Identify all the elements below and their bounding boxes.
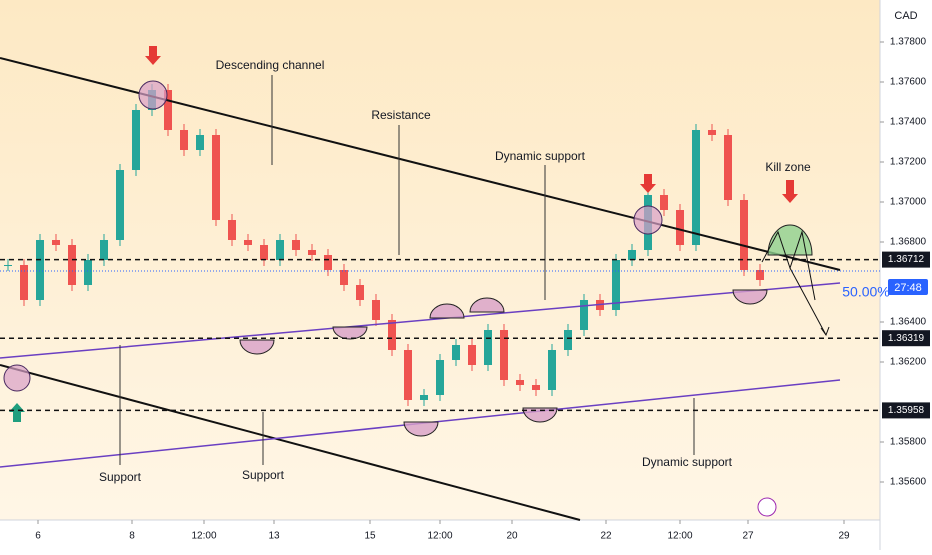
candle [484,330,492,365]
y-tick-label: 1.37400 [890,117,927,128]
x-tick-label: 12:00 [191,531,216,542]
fib-label: 50.00% [842,284,889,300]
highlight [633,205,663,235]
arrow-up [9,403,25,422]
projection [761,230,827,336]
candle [132,110,140,170]
y-tick-label: 1.35800 [890,437,927,448]
candle [628,250,636,260]
candle [356,285,364,300]
candle [452,345,460,360]
y-tick-label: 1.35600 [890,477,927,488]
x-tick-label: 27 [742,531,754,542]
candle [36,240,44,300]
level-box [882,251,930,268]
candle [116,170,124,240]
candle [388,320,396,350]
y-tick-label: 1.37600 [890,77,927,88]
y-tick-label: 1.37200 [890,157,927,168]
candle [4,265,12,266]
candle [468,345,476,365]
highlight [138,80,168,110]
level-label: 1.36712 [888,254,925,265]
candle [308,250,316,255]
annotation: Support [99,470,142,484]
candle [372,300,380,320]
time-axis [0,520,880,550]
x-tick-label: 12:00 [667,531,692,542]
y-tick-label: 1.36400 [890,317,927,328]
drawings [0,46,928,521]
currency: CAD [894,10,917,22]
candle [68,245,76,285]
x-tick-label: 12:00 [427,531,452,542]
candle [660,195,668,210]
y-tick-label: 1.37800 [890,37,927,48]
candle [180,130,188,150]
candle [580,300,588,330]
candle [276,240,284,260]
y-tick-label: 1.37000 [890,197,927,208]
candle [532,385,540,390]
candle [740,200,748,270]
annotation: Support [242,468,285,482]
countdown-box [888,279,928,295]
trend-line [0,282,841,359]
candle [52,240,60,245]
candle [20,265,28,300]
annotation: Dynamic support [495,149,586,163]
annotation: Resistance [371,108,431,122]
countdown: 27:48 [894,282,922,294]
candle [724,135,732,200]
candle [228,220,236,240]
kill-zone [767,224,813,256]
channel-line [0,364,581,521]
candle [676,210,684,245]
candle [756,270,764,280]
candle [324,255,332,270]
annotation: Descending channel [216,58,325,72]
x-tick-label: 29 [838,531,850,542]
candle [564,330,572,350]
x-tick-label: 15 [364,531,376,542]
projection [820,326,830,337]
candle [404,350,412,400]
candle [212,135,220,220]
candle [260,245,268,260]
level-box [882,330,930,347]
candle [436,360,444,395]
candle [292,240,300,250]
candle [164,90,172,130]
candle [692,130,700,245]
level-label: 1.36319 [888,333,925,344]
highlight [3,364,31,392]
candle [516,380,524,385]
x-tick-label: 22 [600,531,612,542]
icon [757,497,777,517]
x-tick-label: 20 [506,531,518,542]
candle [244,240,252,245]
candle [548,350,556,390]
candle [612,260,620,310]
annotation: Kill zone [765,160,811,174]
level-label: 1.35958 [888,405,925,416]
candle [196,135,204,150]
candle [84,260,92,285]
x-tick-label: 6 [35,531,41,542]
pointer [119,75,695,465]
price-axis [880,0,932,550]
candle [420,395,428,400]
candle [340,270,348,285]
x-tick-label: 8 [129,531,135,542]
candle [708,130,716,135]
x-tick-label: 13 [268,531,280,542]
y-tick-label: 1.36800 [890,237,927,248]
annotation: Dynamic support [642,455,733,469]
y-tick-label: 1.36200 [890,357,927,368]
level-box [882,402,930,419]
candle [100,240,108,260]
candle [500,330,508,380]
